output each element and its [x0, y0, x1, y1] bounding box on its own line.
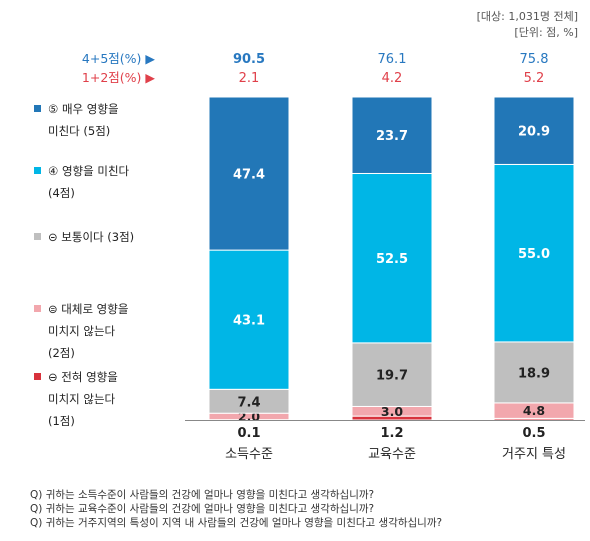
legend-label-s5-1: 미친다 (5점) — [48, 124, 110, 138]
data-label-s3-1: 19.7 — [376, 369, 408, 384]
data-label-s5-1: 23.7 — [376, 129, 408, 144]
legend-label-s2-2: (2점) — [48, 346, 75, 360]
bar-s4-2 — [493, 163, 575, 343]
legend-label-s2-1: 미치지 않는다 — [48, 324, 116, 338]
category-label-0: 소득수준 — [225, 447, 273, 462]
legend-label-s2-0: ⊜ 대체로 영향을 — [48, 302, 128, 316]
bar-s4-1 — [351, 172, 433, 344]
legend-label-s4-0: ④ 영향을 미친다 — [48, 164, 130, 178]
bottom2-value-2: 5.2 — [524, 71, 545, 86]
legend-swatch-s1 — [34, 373, 41, 380]
legend-swatch-s5 — [34, 105, 41, 112]
data-label-s1-1: 1.2 — [380, 426, 403, 441]
legend-swatch-s2 — [34, 305, 41, 312]
data-label-s4-2: 55.0 — [518, 247, 550, 262]
bar-s5-1 — [351, 96, 433, 174]
top2-value-1: 76.1 — [378, 52, 407, 67]
bottom2-row-label: 1+2점(%) ▶ — [82, 70, 155, 85]
legend-label-s4-1: (4점) — [48, 186, 75, 200]
legend-label-s3-0: ⊝ 보통이다 (3점) — [48, 230, 134, 244]
data-label-s5-0: 47.4 — [233, 168, 265, 183]
stacked-bar-chart: 0.12.07.443.147.4소득수준90.52.11.23.019.752… — [34, 51, 585, 462]
data-label-s5-2: 20.9 — [518, 125, 550, 140]
legend-label-s1-0: ⊖ 전혀 영향을 — [48, 370, 118, 384]
bottom2-value-0: 2.1 — [239, 71, 260, 86]
data-label-s2-1: 3.0 — [381, 404, 403, 419]
legend-swatch-s3 — [34, 233, 41, 240]
legend-label-s1-1: 미치지 않는다 — [48, 392, 116, 406]
sample-note: [대상: 1,031명 전체] — [476, 10, 578, 23]
survey-questions: Q) 귀하는 소득수준이 사람들의 건강에 얼마나 영향을 미친다고 생각하십니… — [30, 488, 442, 530]
bar-s5-0 — [208, 96, 290, 251]
top2-row-label: 4+5점(%) ▶ — [82, 51, 155, 66]
data-label-s2-2: 4.8 — [523, 403, 545, 418]
legend-label-s1-2: (1점) — [48, 414, 75, 428]
question-residence: Q) 귀하는 거주지역의 특성이 지역 내 사람들의 건강에 얼마나 영향을 미… — [30, 517, 443, 529]
legend-swatch-s4 — [34, 167, 41, 174]
top2-value-0: 90.5 — [233, 52, 265, 67]
data-label-s1-2: 0.5 — [522, 426, 545, 441]
legend-label-s5-0: ⑤ 매우 영향을 — [48, 102, 119, 116]
category-label-2: 거주지 특성 — [502, 447, 566, 462]
unit-note: [단위: 점, %] — [514, 26, 578, 39]
data-label-s1-0: 0.1 — [237, 426, 260, 441]
question-income: Q) 귀하는 소득수준이 사람들의 건강에 얼마나 영향을 미친다고 생각하십니… — [30, 489, 375, 501]
bar-s4-0 — [208, 249, 290, 390]
top2-value-2: 75.8 — [520, 52, 549, 67]
bar-s5-2 — [493, 96, 575, 165]
bottom2-value-1: 4.2 — [382, 71, 403, 86]
data-label-s4-1: 52.5 — [376, 252, 408, 267]
data-label-s3-0: 7.4 — [237, 395, 260, 410]
data-label-s3-2: 18.9 — [518, 366, 550, 381]
data-label-s4-0: 43.1 — [233, 314, 265, 329]
question-education: Q) 귀하는 교육수준이 사람들의 건강에 얼마나 영향을 미친다고 생각하십니… — [30, 503, 375, 515]
category-label-1: 교육수준 — [368, 447, 416, 462]
bar-s3-2 — [493, 341, 575, 404]
